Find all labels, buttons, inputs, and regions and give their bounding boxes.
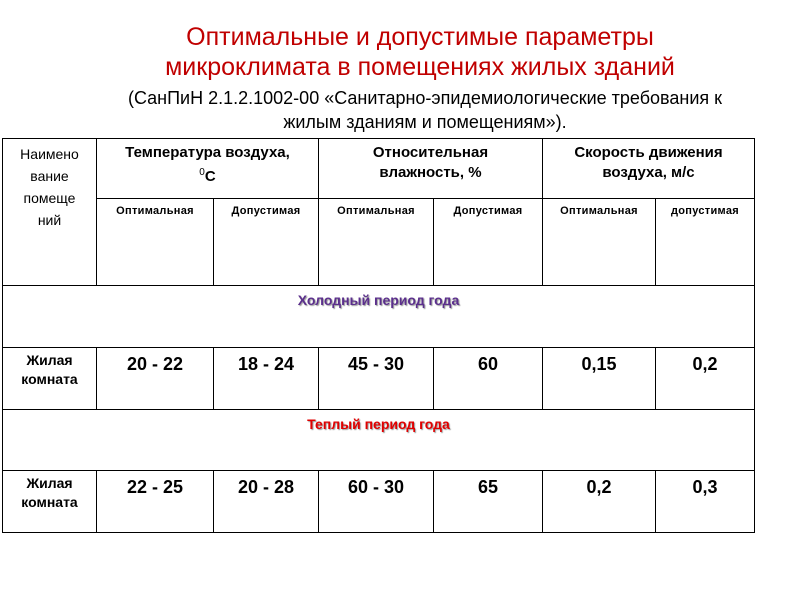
value-cell: 0,3 — [655, 470, 755, 533]
subheader: Оптимальная — [318, 198, 434, 286]
value-cell: 0,2 — [655, 347, 755, 410]
value-cell: 0,15 — [542, 347, 656, 410]
page-title: Оптимальные и допустимые параметры микро… — [80, 22, 760, 82]
subtitle-line-2: жилым зданиям и помещениям»). — [283, 112, 567, 132]
header-room-text: Наимено вание помеще ний — [20, 146, 79, 228]
warm-period-label: Теплый период года — [2, 409, 755, 471]
temp-unit: С — [204, 168, 216, 185]
subheader: допустимая — [655, 198, 755, 286]
value-cell: 20 - 22 — [96, 347, 214, 410]
header-temperature: Температура воздуха, 0С — [96, 138, 319, 199]
room-name: Жилая комната — [2, 470, 97, 533]
value-cell: 65 — [433, 470, 543, 533]
header-room: Наимено вание помеще ний — [2, 138, 97, 286]
cold-period-label: Холодный период года — [2, 285, 755, 348]
subtitle: (СанПиН 2.1.2.1002-00 «Санитарно-эпидеми… — [80, 86, 770, 134]
header-humidity: Относительная влажность, % — [318, 138, 543, 199]
value-cell: 18 - 24 — [213, 347, 319, 410]
value-cell: 45 - 30 — [318, 347, 434, 410]
header-hum-text: Относительная влажность, % — [372, 144, 489, 181]
microclimate-table: Наимено вание помеще ний Температура воз… — [2, 138, 755, 533]
degree-sup: 0 — [199, 167, 205, 178]
value-cell: 60 - 30 — [318, 470, 434, 533]
subheader: Допустимая — [433, 198, 543, 286]
value-cell: 20 - 28 — [213, 470, 319, 533]
header-speed-text: Скорость движения воздуха, м/с — [574, 144, 723, 181]
title-line-1: Оптимальные и допустимые параметры — [186, 23, 654, 51]
header-temp-text: Температура воздуха, — [125, 144, 290, 161]
value-cell: 0,2 — [542, 470, 656, 533]
subtitle-line-1: (СанПиН 2.1.2.1002-00 «Санитарно-эпидеми… — [127, 88, 723, 108]
subheader: Оптимальная — [542, 198, 656, 286]
title-line-2: микроклимата в помещениях жилых зданий — [165, 53, 675, 81]
subheader: Оптимальная — [96, 198, 214, 286]
room-name: Жилая комната — [2, 347, 97, 410]
header-air-speed: Скорость движения воздуха, м/с — [542, 138, 755, 199]
value-cell: 22 - 25 — [96, 470, 214, 533]
value-cell: 60 — [433, 347, 543, 410]
subheader: Допустимая — [213, 198, 319, 286]
